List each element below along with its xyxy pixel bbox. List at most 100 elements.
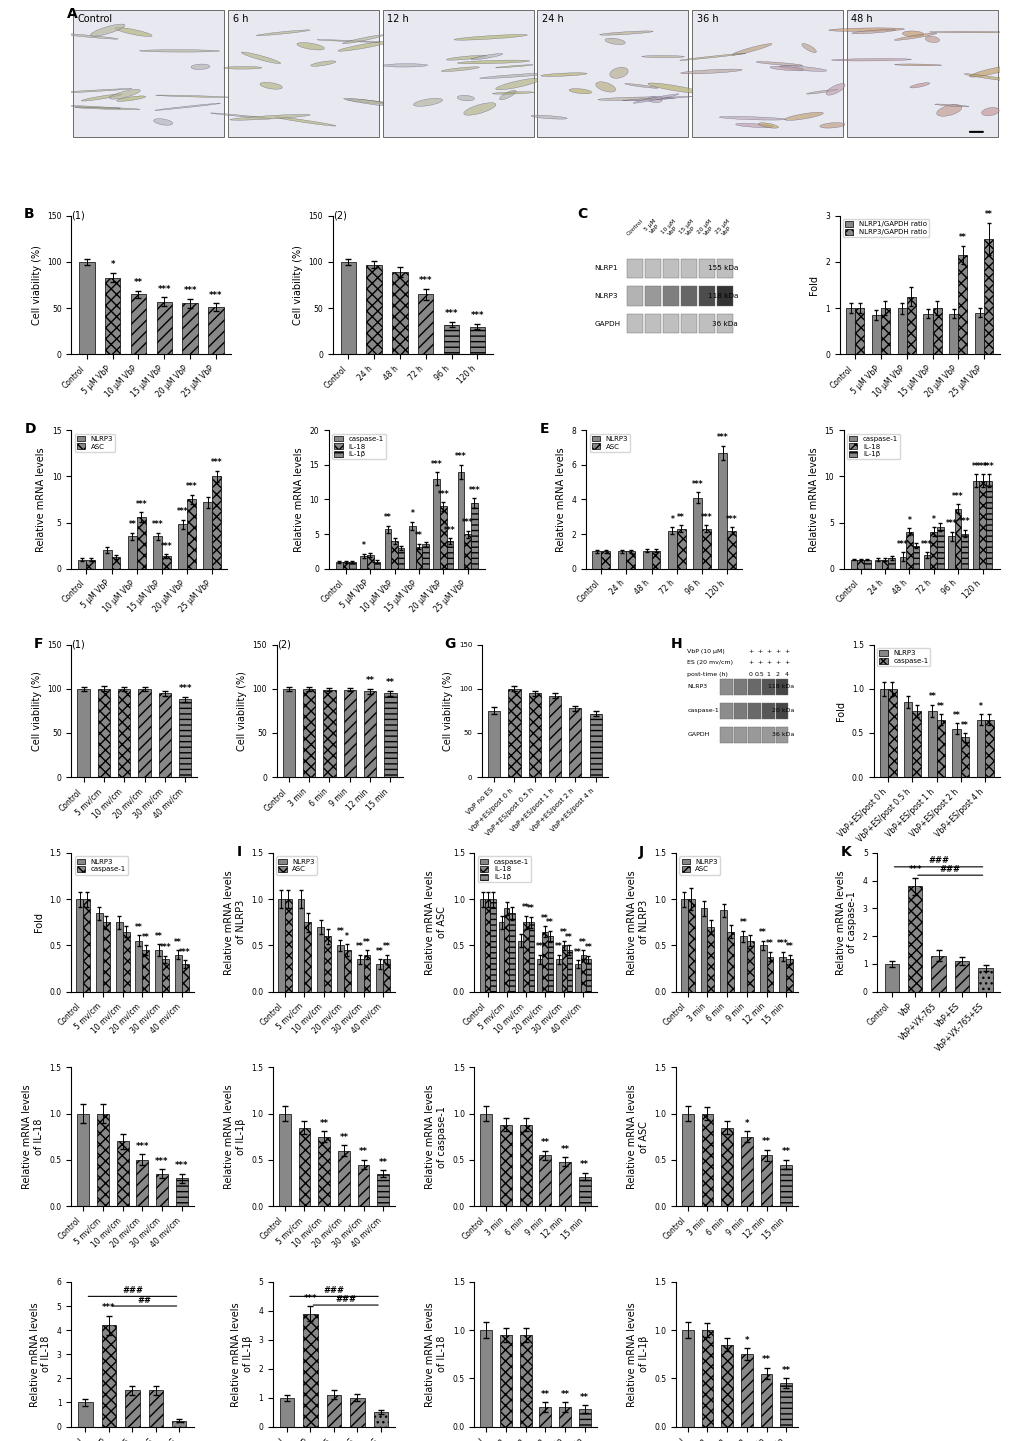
Bar <box>304 922 311 991</box>
Ellipse shape <box>963 73 1014 81</box>
Text: **: ** <box>761 1137 770 1146</box>
Bar <box>578 1409 590 1427</box>
Y-axis label: Relative mRNA levels
of IL-18: Relative mRNA levels of IL-18 <box>30 1301 51 1406</box>
Ellipse shape <box>317 40 380 42</box>
Bar <box>277 899 284 991</box>
Ellipse shape <box>210 112 271 118</box>
Ellipse shape <box>641 56 684 58</box>
Ellipse shape <box>894 33 935 40</box>
Ellipse shape <box>479 73 552 78</box>
Bar <box>779 957 786 991</box>
Bar <box>303 689 315 777</box>
Bar <box>854 308 863 354</box>
Bar <box>360 556 367 569</box>
Bar <box>720 1127 733 1206</box>
Ellipse shape <box>569 88 591 94</box>
Bar <box>747 726 760 742</box>
Text: **: ** <box>579 938 587 947</box>
Text: (2): (2) <box>276 640 290 650</box>
Ellipse shape <box>260 82 282 89</box>
Text: ***: *** <box>952 491 963 500</box>
Bar <box>376 964 383 991</box>
Text: ***: *** <box>725 514 737 523</box>
Ellipse shape <box>969 66 1013 76</box>
Text: 118 kDa: 118 kDa <box>767 684 794 689</box>
Bar <box>76 899 84 991</box>
Bar <box>580 955 585 991</box>
Text: *: * <box>362 540 365 550</box>
Text: +: + <box>756 648 761 654</box>
Bar <box>922 314 931 354</box>
Bar <box>680 287 696 305</box>
Bar <box>162 556 170 569</box>
Bar <box>137 1160 148 1206</box>
Bar <box>105 278 120 354</box>
Bar <box>143 950 149 991</box>
Text: 20 kDa: 20 kDa <box>771 709 794 713</box>
Legend: NLRP3, ASC: NLRP3, ASC <box>74 434 115 451</box>
Ellipse shape <box>453 35 527 40</box>
Text: +: + <box>765 648 770 654</box>
Text: 12 h: 12 h <box>387 14 409 24</box>
Bar <box>469 327 485 354</box>
Ellipse shape <box>540 73 586 76</box>
Text: ***: *** <box>700 513 711 522</box>
Ellipse shape <box>492 92 533 94</box>
Legend: NLRP1/GAPDH ratio, NLRP3/GAPDH ratio: NLRP1/GAPDH ratio, NLRP3/GAPDH ratio <box>843 219 928 238</box>
Ellipse shape <box>223 66 262 69</box>
Text: *: * <box>744 1336 748 1344</box>
Bar <box>488 710 499 777</box>
Text: **: ** <box>560 1144 569 1154</box>
Text: ***: *** <box>160 942 171 953</box>
Bar <box>499 1334 512 1427</box>
Text: 25 μM
VbP: 25 μM VbP <box>714 219 735 239</box>
Bar <box>719 726 732 742</box>
Text: **: ** <box>560 1391 569 1399</box>
Bar <box>84 899 90 991</box>
Bar <box>139 689 151 777</box>
Text: ###: ### <box>335 1294 356 1304</box>
Text: 118 kDa: 118 kDa <box>707 293 738 300</box>
Text: **: ** <box>339 1133 348 1141</box>
Bar <box>125 1391 140 1427</box>
Bar <box>662 258 679 278</box>
Bar <box>931 308 941 354</box>
Text: 5 μM
VbP: 5 μM VbP <box>643 219 661 236</box>
Text: ***: *** <box>419 277 432 285</box>
Text: NLRP1: NLRP1 <box>594 265 618 271</box>
Ellipse shape <box>679 53 745 61</box>
Bar <box>720 1344 733 1427</box>
Text: H: H <box>671 637 682 650</box>
Bar <box>155 950 162 991</box>
Y-axis label: Fold: Fold <box>809 275 818 295</box>
Bar <box>954 961 968 991</box>
Ellipse shape <box>647 97 661 102</box>
Bar <box>585 960 590 991</box>
Bar <box>936 527 943 569</box>
Text: B: B <box>23 208 34 222</box>
Ellipse shape <box>346 99 389 104</box>
Bar <box>719 911 727 991</box>
Text: (1): (1) <box>71 210 85 220</box>
Bar <box>116 1141 128 1206</box>
Bar <box>774 703 788 719</box>
Y-axis label: Relative mRNA levels
of IL-18: Relative mRNA levels of IL-18 <box>22 1085 44 1189</box>
Bar <box>335 562 342 569</box>
Bar <box>503 908 508 991</box>
Bar <box>357 960 363 991</box>
Text: ***: *** <box>176 507 189 516</box>
Bar <box>490 899 495 991</box>
Bar <box>397 548 405 569</box>
Bar <box>366 265 381 354</box>
Legend: NLRP3, caspase-1: NLRP3, caspase-1 <box>876 648 929 666</box>
Text: **: ** <box>580 1393 589 1402</box>
Bar <box>499 1125 512 1206</box>
Ellipse shape <box>609 68 628 78</box>
Text: **: ** <box>541 914 548 922</box>
Ellipse shape <box>625 84 657 88</box>
Bar <box>318 1137 330 1206</box>
Ellipse shape <box>531 115 567 120</box>
Bar <box>929 532 936 569</box>
Bar <box>871 316 880 354</box>
Text: +: + <box>774 660 780 666</box>
